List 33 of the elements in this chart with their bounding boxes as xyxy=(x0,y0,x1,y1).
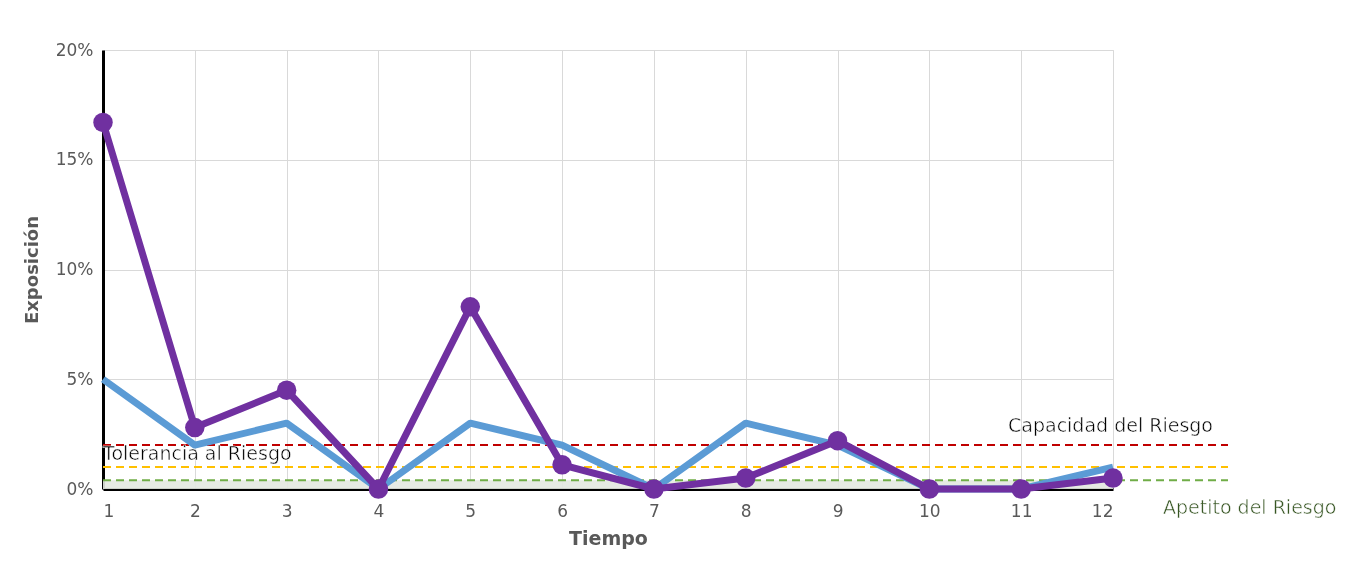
x-axis-title: Tiempo xyxy=(569,526,648,549)
point xyxy=(368,479,389,499)
point xyxy=(185,417,205,438)
ref-line-label: Capacidad del Riesgo xyxy=(1008,414,1213,437)
point xyxy=(552,455,572,475)
point xyxy=(1011,479,1031,499)
x-tick-label: 7 xyxy=(649,500,660,521)
x-tick-label: 2 xyxy=(189,500,201,521)
x-tick-label: 10 xyxy=(919,500,941,521)
point xyxy=(1103,468,1123,488)
point xyxy=(735,468,756,488)
x-tick-label: 3 xyxy=(281,500,293,521)
x-tick-label: 9 xyxy=(832,500,844,521)
point xyxy=(644,479,664,499)
point xyxy=(93,112,113,133)
y-tick-label: 0% xyxy=(66,478,94,499)
y-tick-label: 10% xyxy=(55,259,94,279)
x-tick-label: 1 xyxy=(103,500,115,521)
point xyxy=(919,479,940,499)
point xyxy=(827,430,848,451)
point xyxy=(460,297,481,317)
ref-line-label: Apetito del Riesgo xyxy=(1163,496,1337,519)
x-tick-label: 8 xyxy=(740,500,752,521)
x-tick-label: 4 xyxy=(373,500,385,521)
x-tick-label: 5 xyxy=(465,500,477,521)
x-tick-label: 6 xyxy=(557,500,569,521)
y-tick-label: 15% xyxy=(55,149,94,170)
y-axis-title: Exposición xyxy=(20,215,42,325)
point xyxy=(276,380,297,400)
y-tick-label: 5% xyxy=(66,368,94,389)
y-tick-label: 20% xyxy=(55,39,94,60)
x-tick-label: 12 xyxy=(1091,500,1114,521)
x-tick-label: 11 xyxy=(1010,500,1033,521)
